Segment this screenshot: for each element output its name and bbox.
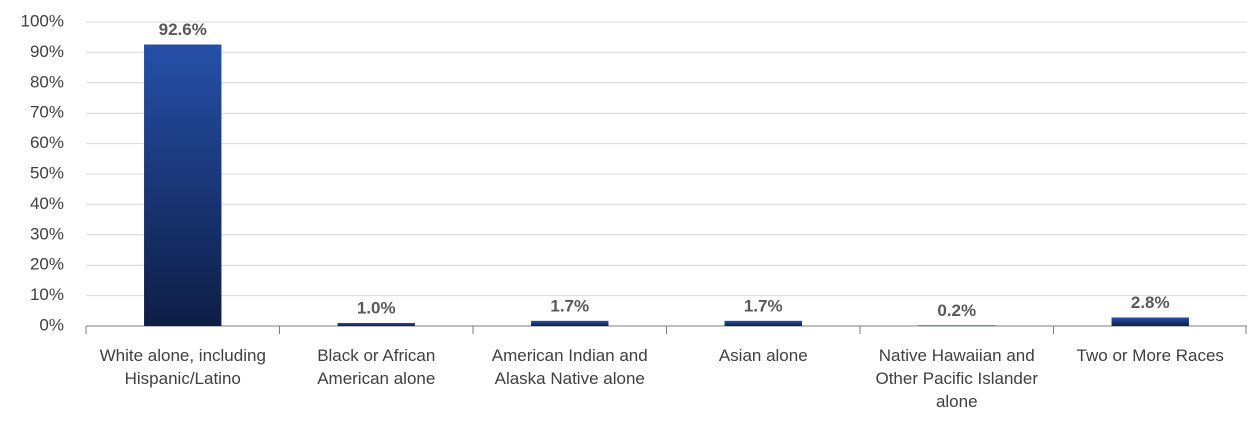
x-tick-label: Two or More Races	[1076, 346, 1224, 365]
y-tick-label: 60%	[30, 133, 64, 152]
bar	[724, 320, 802, 326]
bar	[918, 325, 996, 326]
y-tick-label: 80%	[30, 72, 64, 91]
y-tick-label: 20%	[30, 255, 64, 274]
data-label: 1.7%	[744, 296, 783, 315]
y-tick-label: 70%	[30, 103, 64, 122]
x-tick-label: White alone, including Hispanic/Latino	[99, 346, 266, 388]
y-tick-label: 10%	[30, 285, 64, 304]
bar	[144, 44, 222, 326]
x-tick-label: American Indian and Alaska Native alone	[491, 346, 648, 388]
x-tick-label: Asian alone	[718, 346, 808, 365]
data-label: 2.8%	[1131, 293, 1170, 312]
data-label: 92.6%	[159, 20, 207, 39]
bar	[1111, 317, 1189, 326]
data-label: 1.0%	[357, 298, 396, 317]
data-label: 1.7%	[550, 296, 589, 315]
y-tick-label: 0%	[39, 315, 64, 334]
bar	[531, 320, 609, 326]
bar	[337, 322, 415, 326]
y-tick-label: 90%	[30, 42, 64, 61]
data-label: 0.2%	[937, 301, 976, 320]
y-tick-label: 30%	[30, 224, 64, 243]
y-tick-label: 50%	[30, 163, 64, 182]
y-tick-label: 40%	[30, 194, 64, 213]
x-tick-label: Native Hawaiian and Other Pacific Island…	[875, 346, 1038, 411]
x-tick-label: Black or African American alone	[317, 346, 436, 388]
y-tick-label: 100%	[21, 11, 64, 30]
